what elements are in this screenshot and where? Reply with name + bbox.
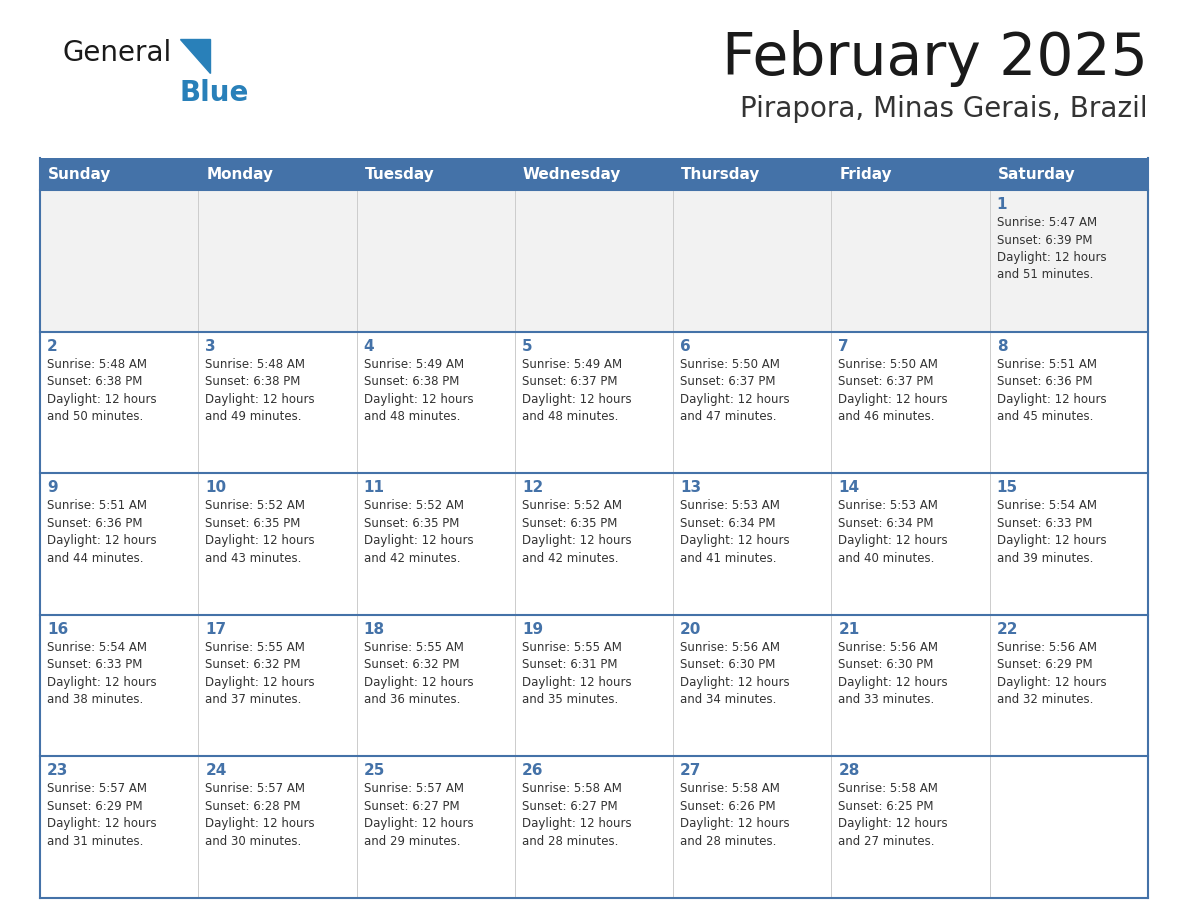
- Text: 22: 22: [997, 621, 1018, 637]
- Bar: [40, 190, 1148, 331]
- Text: Sunrise: 5:55 AM
Sunset: 6:32 PM
Daylight: 12 hours
and 37 minutes.: Sunrise: 5:55 AM Sunset: 6:32 PM Dayligh…: [206, 641, 315, 706]
- Text: Sunrise: 5:51 AM
Sunset: 6:36 PM
Daylight: 12 hours
and 45 minutes.: Sunrise: 5:51 AM Sunset: 6:36 PM Dayligh…: [997, 358, 1106, 423]
- Text: 11: 11: [364, 480, 385, 495]
- Text: Sunrise: 5:54 AM
Sunset: 6:33 PM
Daylight: 12 hours
and 38 minutes.: Sunrise: 5:54 AM Sunset: 6:33 PM Dayligh…: [48, 641, 157, 706]
- Text: Sunrise: 5:49 AM
Sunset: 6:37 PM
Daylight: 12 hours
and 48 minutes.: Sunrise: 5:49 AM Sunset: 6:37 PM Dayligh…: [522, 358, 632, 423]
- Text: General: General: [62, 39, 171, 67]
- Text: 19: 19: [522, 621, 543, 637]
- Text: Wednesday: Wednesday: [523, 166, 621, 182]
- Text: Sunrise: 5:57 AM
Sunset: 6:28 PM
Daylight: 12 hours
and 30 minutes.: Sunrise: 5:57 AM Sunset: 6:28 PM Dayligh…: [206, 782, 315, 848]
- Text: 20: 20: [681, 621, 702, 637]
- Text: Blue: Blue: [181, 79, 249, 107]
- Text: Sunrise: 5:55 AM
Sunset: 6:32 PM
Daylight: 12 hours
and 36 minutes.: Sunrise: 5:55 AM Sunset: 6:32 PM Dayligh…: [364, 641, 473, 706]
- Text: Sunrise: 5:53 AM
Sunset: 6:34 PM
Daylight: 12 hours
and 40 minutes.: Sunrise: 5:53 AM Sunset: 6:34 PM Dayligh…: [839, 499, 948, 565]
- Bar: [40, 331, 1148, 473]
- Text: Sunrise: 5:50 AM
Sunset: 6:37 PM
Daylight: 12 hours
and 46 minutes.: Sunrise: 5:50 AM Sunset: 6:37 PM Dayligh…: [839, 358, 948, 423]
- Text: 26: 26: [522, 764, 543, 778]
- Text: 9: 9: [48, 480, 58, 495]
- Bar: [40, 615, 1148, 756]
- Text: 3: 3: [206, 339, 216, 353]
- Text: Sunrise: 5:50 AM
Sunset: 6:37 PM
Daylight: 12 hours
and 47 minutes.: Sunrise: 5:50 AM Sunset: 6:37 PM Dayligh…: [681, 358, 790, 423]
- Text: Monday: Monday: [207, 166, 273, 182]
- Text: Sunrise: 5:47 AM
Sunset: 6:39 PM
Daylight: 12 hours
and 51 minutes.: Sunrise: 5:47 AM Sunset: 6:39 PM Dayligh…: [997, 216, 1106, 282]
- Text: Friday: Friday: [840, 166, 892, 182]
- Text: 7: 7: [839, 339, 849, 353]
- Text: 27: 27: [681, 764, 702, 778]
- Text: 6: 6: [681, 339, 691, 353]
- Text: 12: 12: [522, 480, 543, 495]
- Text: Sunrise: 5:56 AM
Sunset: 6:29 PM
Daylight: 12 hours
and 32 minutes.: Sunrise: 5:56 AM Sunset: 6:29 PM Dayligh…: [997, 641, 1106, 706]
- Text: 8: 8: [997, 339, 1007, 353]
- Text: Sunrise: 5:56 AM
Sunset: 6:30 PM
Daylight: 12 hours
and 33 minutes.: Sunrise: 5:56 AM Sunset: 6:30 PM Dayligh…: [839, 641, 948, 706]
- Text: Sunrise: 5:52 AM
Sunset: 6:35 PM
Daylight: 12 hours
and 43 minutes.: Sunrise: 5:52 AM Sunset: 6:35 PM Dayligh…: [206, 499, 315, 565]
- Text: 5: 5: [522, 339, 532, 353]
- Text: Sunrise: 5:53 AM
Sunset: 6:34 PM
Daylight: 12 hours
and 41 minutes.: Sunrise: 5:53 AM Sunset: 6:34 PM Dayligh…: [681, 499, 790, 565]
- Text: 17: 17: [206, 621, 227, 637]
- Text: Sunrise: 5:49 AM
Sunset: 6:38 PM
Daylight: 12 hours
and 48 minutes.: Sunrise: 5:49 AM Sunset: 6:38 PM Dayligh…: [364, 358, 473, 423]
- Text: 10: 10: [206, 480, 227, 495]
- Text: Tuesday: Tuesday: [365, 166, 435, 182]
- Polygon shape: [181, 39, 210, 73]
- Text: 18: 18: [364, 621, 385, 637]
- Bar: [40, 473, 1148, 615]
- Text: 16: 16: [48, 621, 68, 637]
- Text: Sunrise: 5:57 AM
Sunset: 6:29 PM
Daylight: 12 hours
and 31 minutes.: Sunrise: 5:57 AM Sunset: 6:29 PM Dayligh…: [48, 782, 157, 848]
- Text: 1: 1: [997, 197, 1007, 212]
- Bar: [40, 158, 1148, 190]
- Bar: [40, 756, 1148, 898]
- Text: 21: 21: [839, 621, 860, 637]
- Text: 28: 28: [839, 764, 860, 778]
- Text: Sunrise: 5:52 AM
Sunset: 6:35 PM
Daylight: 12 hours
and 42 minutes.: Sunrise: 5:52 AM Sunset: 6:35 PM Dayligh…: [522, 499, 632, 565]
- Text: Sunday: Sunday: [48, 166, 112, 182]
- Text: Sunrise: 5:57 AM
Sunset: 6:27 PM
Daylight: 12 hours
and 29 minutes.: Sunrise: 5:57 AM Sunset: 6:27 PM Dayligh…: [364, 782, 473, 848]
- Text: February 2025: February 2025: [722, 30, 1148, 87]
- Text: Sunrise: 5:58 AM
Sunset: 6:27 PM
Daylight: 12 hours
and 28 minutes.: Sunrise: 5:58 AM Sunset: 6:27 PM Dayligh…: [522, 782, 632, 848]
- Text: 25: 25: [364, 764, 385, 778]
- Text: 15: 15: [997, 480, 1018, 495]
- Text: Sunrise: 5:55 AM
Sunset: 6:31 PM
Daylight: 12 hours
and 35 minutes.: Sunrise: 5:55 AM Sunset: 6:31 PM Dayligh…: [522, 641, 632, 706]
- Text: Sunrise: 5:51 AM
Sunset: 6:36 PM
Daylight: 12 hours
and 44 minutes.: Sunrise: 5:51 AM Sunset: 6:36 PM Dayligh…: [48, 499, 157, 565]
- Text: Thursday: Thursday: [681, 166, 760, 182]
- Text: 13: 13: [681, 480, 701, 495]
- Text: Sunrise: 5:56 AM
Sunset: 6:30 PM
Daylight: 12 hours
and 34 minutes.: Sunrise: 5:56 AM Sunset: 6:30 PM Dayligh…: [681, 641, 790, 706]
- Text: Sunrise: 5:54 AM
Sunset: 6:33 PM
Daylight: 12 hours
and 39 minutes.: Sunrise: 5:54 AM Sunset: 6:33 PM Dayligh…: [997, 499, 1106, 565]
- Text: 2: 2: [48, 339, 58, 353]
- Text: Sunrise: 5:52 AM
Sunset: 6:35 PM
Daylight: 12 hours
and 42 minutes.: Sunrise: 5:52 AM Sunset: 6:35 PM Dayligh…: [364, 499, 473, 565]
- Text: 23: 23: [48, 764, 69, 778]
- Text: Sunrise: 5:48 AM
Sunset: 6:38 PM
Daylight: 12 hours
and 49 minutes.: Sunrise: 5:48 AM Sunset: 6:38 PM Dayligh…: [206, 358, 315, 423]
- Text: 4: 4: [364, 339, 374, 353]
- Text: Sunrise: 5:58 AM
Sunset: 6:25 PM
Daylight: 12 hours
and 27 minutes.: Sunrise: 5:58 AM Sunset: 6:25 PM Dayligh…: [839, 782, 948, 848]
- Text: Sunrise: 5:58 AM
Sunset: 6:26 PM
Daylight: 12 hours
and 28 minutes.: Sunrise: 5:58 AM Sunset: 6:26 PM Dayligh…: [681, 782, 790, 848]
- Text: Sunrise: 5:48 AM
Sunset: 6:38 PM
Daylight: 12 hours
and 50 minutes.: Sunrise: 5:48 AM Sunset: 6:38 PM Dayligh…: [48, 358, 157, 423]
- Text: Pirapora, Minas Gerais, Brazil: Pirapora, Minas Gerais, Brazil: [740, 95, 1148, 123]
- Text: 24: 24: [206, 764, 227, 778]
- Text: 14: 14: [839, 480, 860, 495]
- Text: Saturday: Saturday: [998, 166, 1075, 182]
